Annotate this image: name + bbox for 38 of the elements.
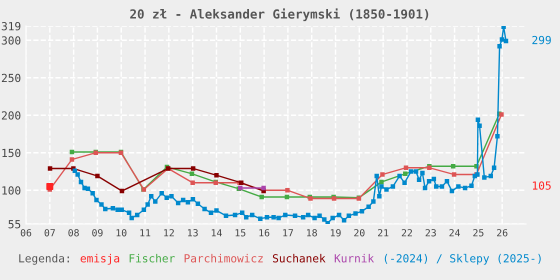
text: Parchimowicz xyxy=(184,254,263,263)
text: 299 xyxy=(532,36,551,44)
chart-title: 20 zł - Aleksander Gierymski (1850-1901) xyxy=(130,8,428,22)
text: 105 xyxy=(532,181,551,190)
x-tick-label: 23 xyxy=(426,229,436,236)
x-tick-label: 22 xyxy=(402,229,412,236)
y-tick-label: 200 xyxy=(2,111,20,120)
x-tick-label: 06 xyxy=(20,229,32,236)
x-tick-label: 25 xyxy=(473,229,484,236)
y-tick-label: 300 xyxy=(2,36,20,45)
text: emisja xyxy=(80,254,120,265)
text: Suchanek xyxy=(272,254,326,263)
x-tick-label: 07 xyxy=(44,229,55,236)
x-tick-label: 20 xyxy=(354,229,365,236)
x-tick-label: 11 xyxy=(140,229,150,236)
legend-title: Legenda: xyxy=(19,254,69,265)
x-tick-label: 09 xyxy=(92,229,103,236)
x-tick-label: 19 xyxy=(330,229,341,236)
x-tick-label: 08 xyxy=(68,229,79,236)
text: (-2024) / Sklepy (2025-) xyxy=(384,254,541,265)
y-tick-label: 55 xyxy=(8,220,20,228)
x-tick-label: 16 xyxy=(259,229,270,236)
x-tick-label: 21 xyxy=(378,229,388,236)
x-tick-label: 14 xyxy=(212,229,222,236)
x-tick-label: 18 xyxy=(307,229,317,236)
text: Fischer xyxy=(130,254,175,263)
x-tick-label: 13 xyxy=(188,229,198,236)
y-tick-label: 100 xyxy=(2,186,20,195)
x-tick-label: 12 xyxy=(164,229,174,236)
x-tick-label: 26 xyxy=(497,229,508,236)
y-tick-label: 250 xyxy=(2,74,20,82)
y-tick-label: 150 xyxy=(2,148,20,158)
text: Kurnik xyxy=(334,254,374,263)
x-tick-label: 17 xyxy=(283,229,294,236)
x-tick-label: 24 xyxy=(449,229,460,236)
y-tick-label: 319 xyxy=(2,22,20,30)
x-tick-label: 10 xyxy=(116,229,126,236)
x-tick-label: 15 xyxy=(236,229,246,236)
